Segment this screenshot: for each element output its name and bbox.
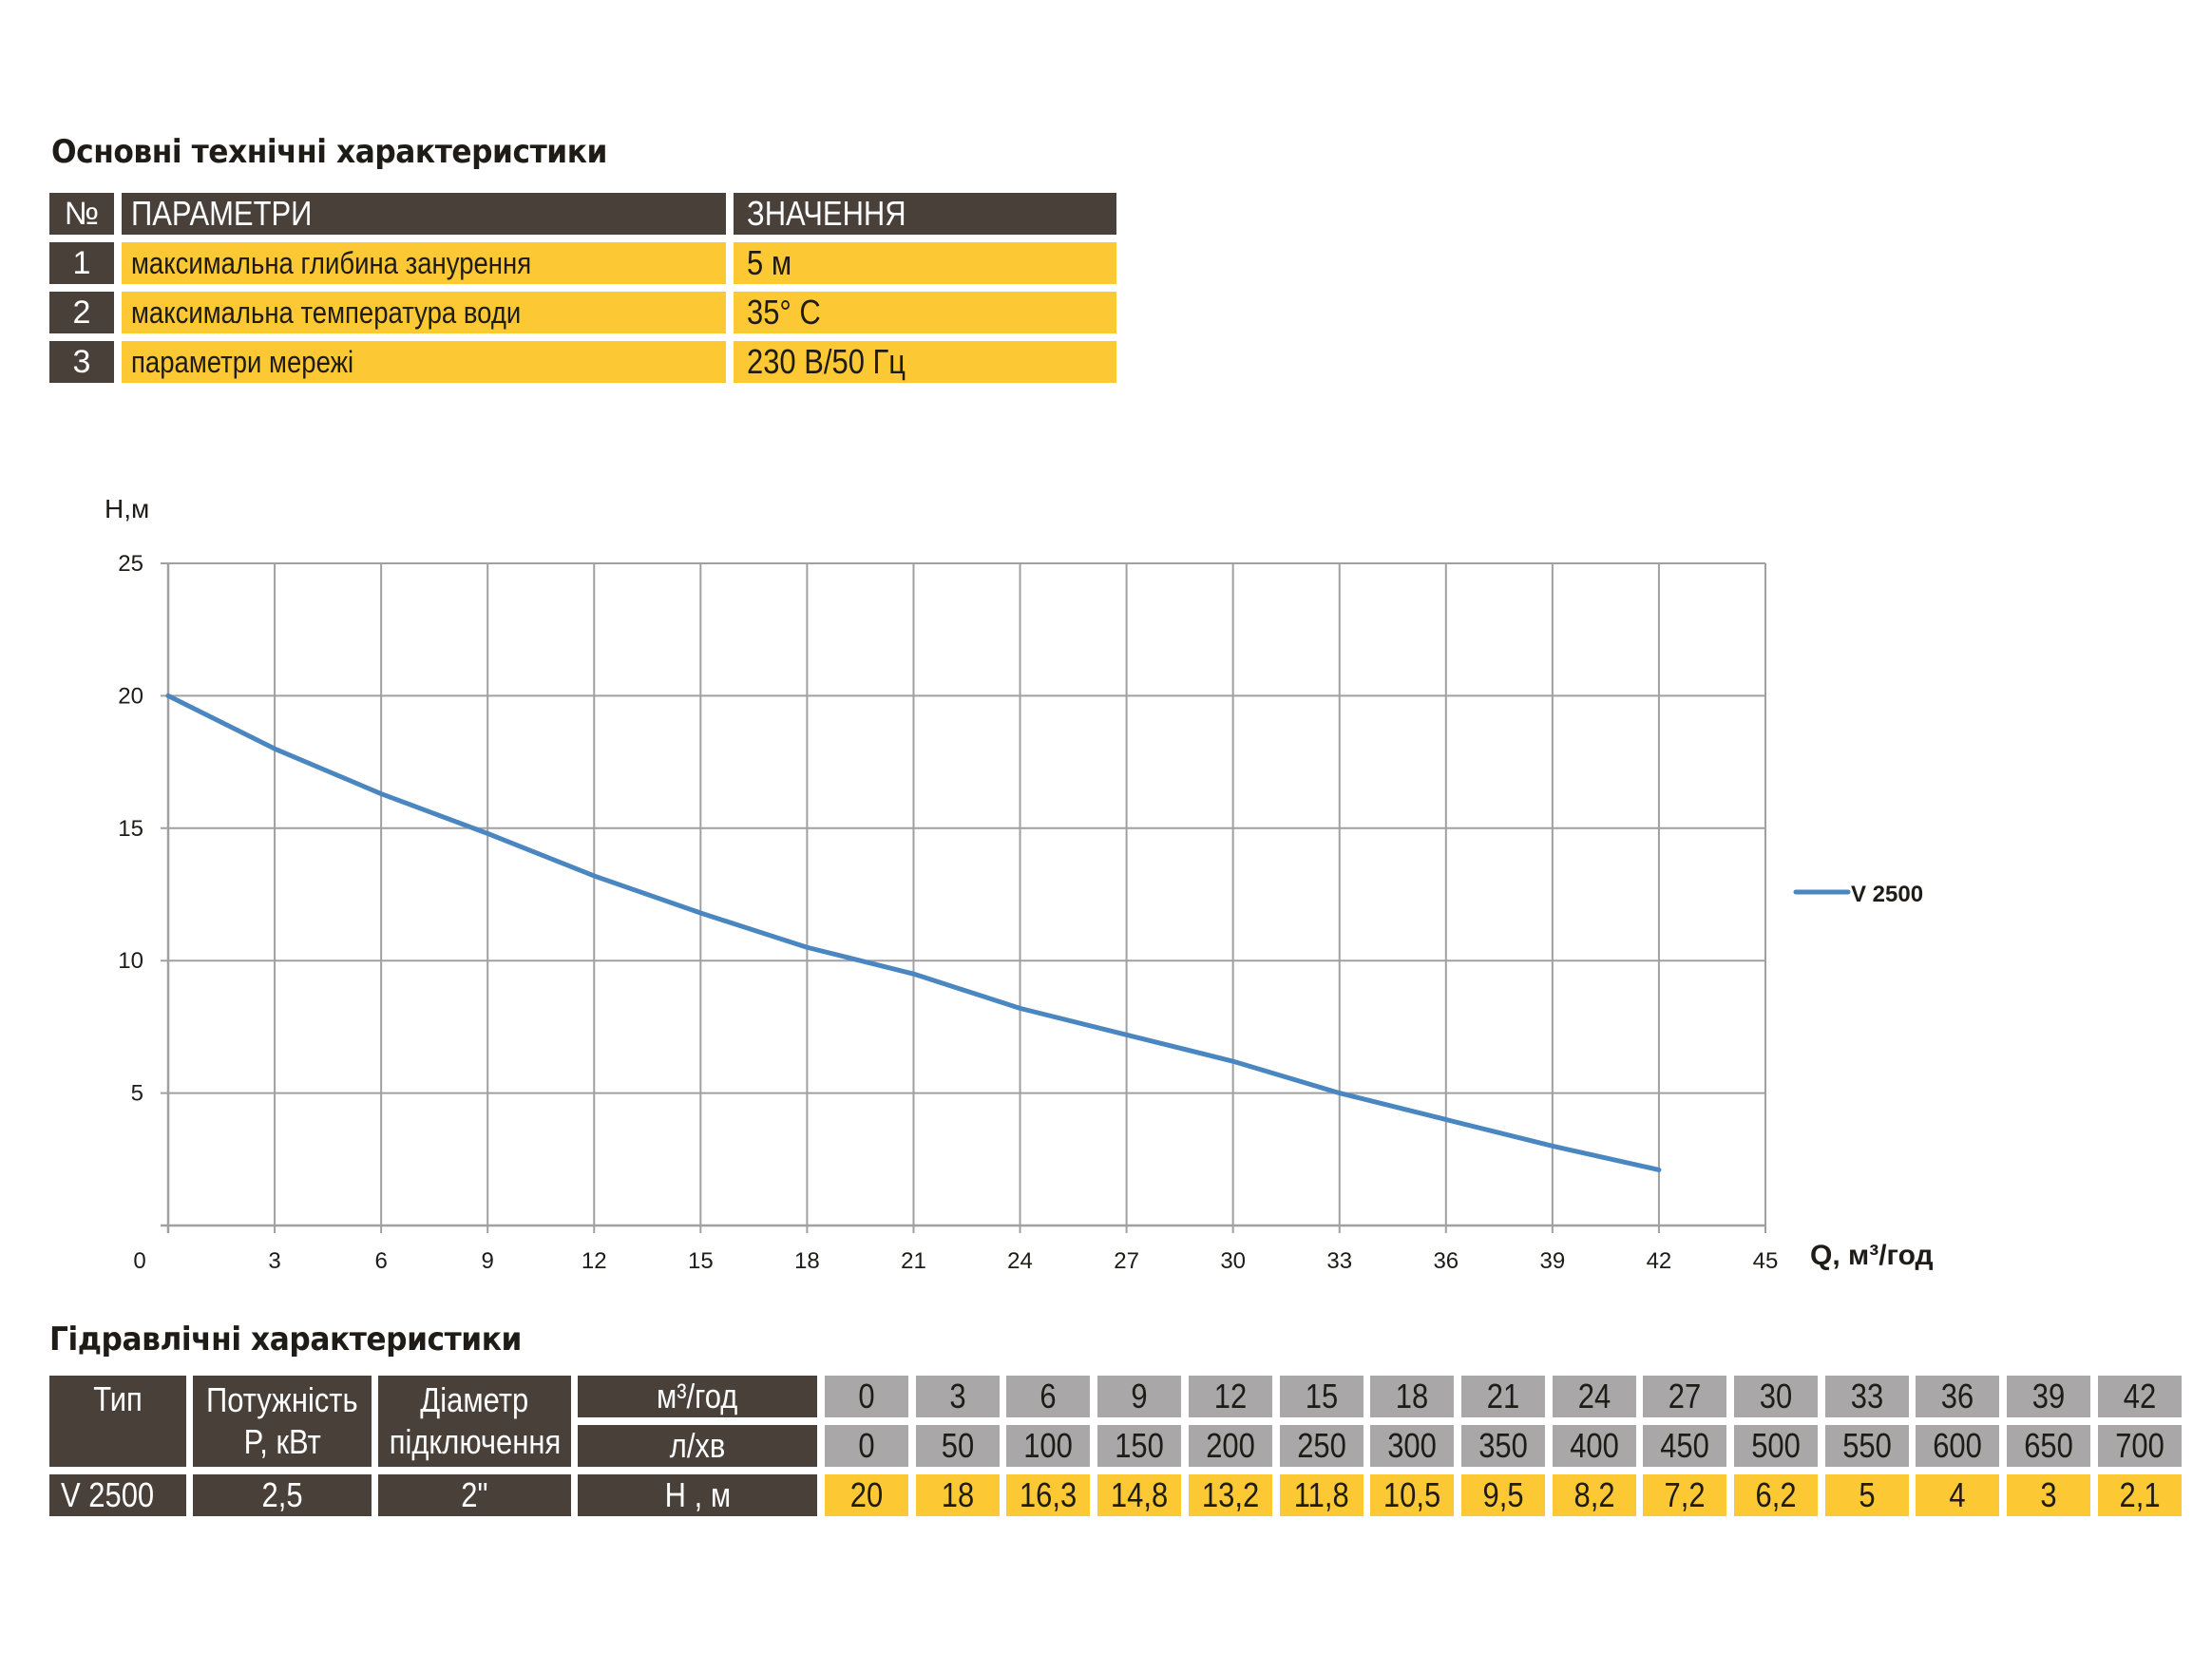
specs-row-value: 35° C [734, 292, 1116, 333]
hyd-cell-lmin: 250 [1280, 1425, 1363, 1467]
specs-row-value: 5 м [734, 242, 1116, 284]
hyd-cell-m3h: 30 [1734, 1376, 1818, 1417]
chart-legend: V 2500 [1793, 882, 1923, 907]
hyd-cell-lmin: 700 [2098, 1425, 2182, 1467]
specs-row-param: параметри мережі [122, 341, 726, 383]
hyd-cell-h: 20 [825, 1474, 908, 1516]
x-tick-label: 36 [1433, 1248, 1459, 1274]
hyd-cell-lmin: 300 [1370, 1425, 1454, 1467]
hyd-cell-lmin: 500 [1734, 1425, 1818, 1467]
x-tick-label: 18 [794, 1248, 820, 1274]
y-tick-label: 10 [118, 948, 143, 974]
specs-header-num: № [49, 193, 114, 235]
x-tick-label: 30 [1220, 1248, 1246, 1274]
hyd-cell-m3h: 12 [1189, 1376, 1272, 1417]
hyd-cell-h: 7,2 [1643, 1474, 1726, 1516]
hyd-header-type: Тип [49, 1376, 186, 1467]
specs-header-param: ПАРАМЕТРИ [122, 193, 726, 235]
specs-row-param: максимальна глибина занурення [122, 242, 726, 284]
x-tick-label: 0 [133, 1248, 145, 1274]
specs-header-value: ЗНАЧЕННЯ [734, 193, 1116, 235]
hyd-cell-h: 2,1 [2098, 1474, 2182, 1516]
hyd-cell-lmin: 400 [1553, 1425, 1636, 1467]
specs-row-num: 2 [49, 292, 114, 333]
hyd-cell-lmin: 100 [1006, 1425, 1090, 1467]
x-tick-label: 33 [1326, 1248, 1352, 1274]
hyd-cell-lmin: 450 [1643, 1425, 1726, 1467]
x-tick-label: 39 [1540, 1248, 1566, 1274]
specs-row-num: 3 [49, 341, 114, 383]
hyd-cell-h: 4 [1916, 1474, 1999, 1516]
hyd-cell-m3h: 6 [1006, 1376, 1090, 1417]
x-tick-label: 42 [1647, 1248, 1672, 1274]
hyd-header-diameter: Діаметр підключення [378, 1376, 571, 1467]
hyd-cell-lmin: 150 [1097, 1425, 1181, 1467]
hyd-cell-m3h: 27 [1643, 1376, 1726, 1417]
hyd-cell-lmin: 600 [1916, 1425, 1999, 1467]
hyd-cell-m3h: 36 [1916, 1376, 1999, 1417]
hyd-cell-m3h: 39 [2007, 1376, 2090, 1417]
x-tick-label: 15 [688, 1248, 714, 1274]
hyd-label-lmin: л/хв [578, 1425, 817, 1467]
hyd-model-type: V 2500 [49, 1474, 186, 1516]
y-tick-label: 5 [131, 1081, 143, 1107]
hydraulic-title: Гідравлічні характеристики [49, 1320, 522, 1358]
chart-axes [161, 563, 1765, 1233]
hyd-cell-lmin: 0 [825, 1425, 908, 1467]
x-tick-label: 9 [482, 1248, 494, 1274]
series-line-v2500 [165, 693, 1662, 1172]
y-tick-label: 25 [118, 551, 143, 577]
x-tick-label: 24 [1007, 1248, 1033, 1274]
hyd-cell-lmin: 200 [1189, 1425, 1272, 1467]
hyd-model-power: 2,5 [193, 1474, 372, 1516]
hyd-cell-m3h: 33 [1825, 1376, 1909, 1417]
hyd-cell-h: 16,3 [1006, 1474, 1090, 1516]
hyd-cell-m3h: 21 [1461, 1376, 1545, 1417]
hyd-cell-h: 10,5 [1370, 1474, 1454, 1516]
hyd-label-h: Н , м [578, 1474, 817, 1516]
hyd-cell-m3h: 9 [1097, 1376, 1181, 1417]
hyd-cell-m3h: 24 [1553, 1376, 1636, 1417]
hyd-cell-lmin: 350 [1461, 1425, 1545, 1467]
legend-label-v2500: V 2500 [1851, 882, 1923, 907]
y-tick-label: 15 [118, 816, 143, 842]
hyd-cell-h: 11,8 [1280, 1474, 1363, 1516]
x-axis-label: Q, м³/год [1810, 1240, 1934, 1271]
x-tick-label: 27 [1114, 1248, 1139, 1274]
hyd-cell-h: 18 [916, 1474, 1000, 1516]
hyd-header-power: Потужність P, кВт [193, 1376, 372, 1467]
hyd-cell-h: 6,2 [1734, 1474, 1818, 1516]
hyd-label-m3h: м³/год [578, 1376, 817, 1417]
hyd-cell-lmin: 650 [2007, 1425, 2090, 1467]
hyd-cell-h: 3 [2007, 1474, 2090, 1516]
specs-row-param: максимальна температура води [122, 292, 726, 333]
x-tick-label: 6 [374, 1248, 387, 1274]
x-tick-label: 12 [582, 1248, 607, 1274]
x-tick-label: 3 [268, 1248, 280, 1274]
hyd-cell-lmin: 50 [916, 1425, 1000, 1467]
y-tick-label: 20 [118, 683, 143, 709]
hyd-cell-m3h: 0 [825, 1376, 908, 1417]
hyd-cell-h: 9,5 [1461, 1474, 1545, 1516]
x-tick-label: 21 [901, 1248, 926, 1274]
x-tick-label: 45 [1753, 1248, 1779, 1274]
specs-row-num: 1 [49, 242, 114, 284]
hyd-cell-m3h: 15 [1280, 1376, 1363, 1417]
hyd-cell-m3h: 18 [1370, 1376, 1454, 1417]
specs-row-value: 230 В/50 Гц [734, 341, 1116, 383]
hyd-cell-h: 8,2 [1553, 1474, 1636, 1516]
hyd-cell-h: 5 [1825, 1474, 1909, 1516]
hyd-cell-h: 13,2 [1189, 1474, 1272, 1516]
chart-series [165, 693, 1662, 1172]
hyd-cell-h: 14,8 [1097, 1474, 1181, 1516]
hyd-model-diameter: 2" [378, 1474, 571, 1516]
chart-grid [161, 562, 1766, 1233]
y-axis-label: H,м [105, 494, 149, 523]
hyd-cell-m3h: 42 [2098, 1376, 2182, 1417]
specs-title: Основні технічні характеристики [51, 133, 607, 171]
hyd-cell-m3h: 3 [916, 1376, 1000, 1417]
hyd-cell-lmin: 550 [1825, 1425, 1909, 1467]
